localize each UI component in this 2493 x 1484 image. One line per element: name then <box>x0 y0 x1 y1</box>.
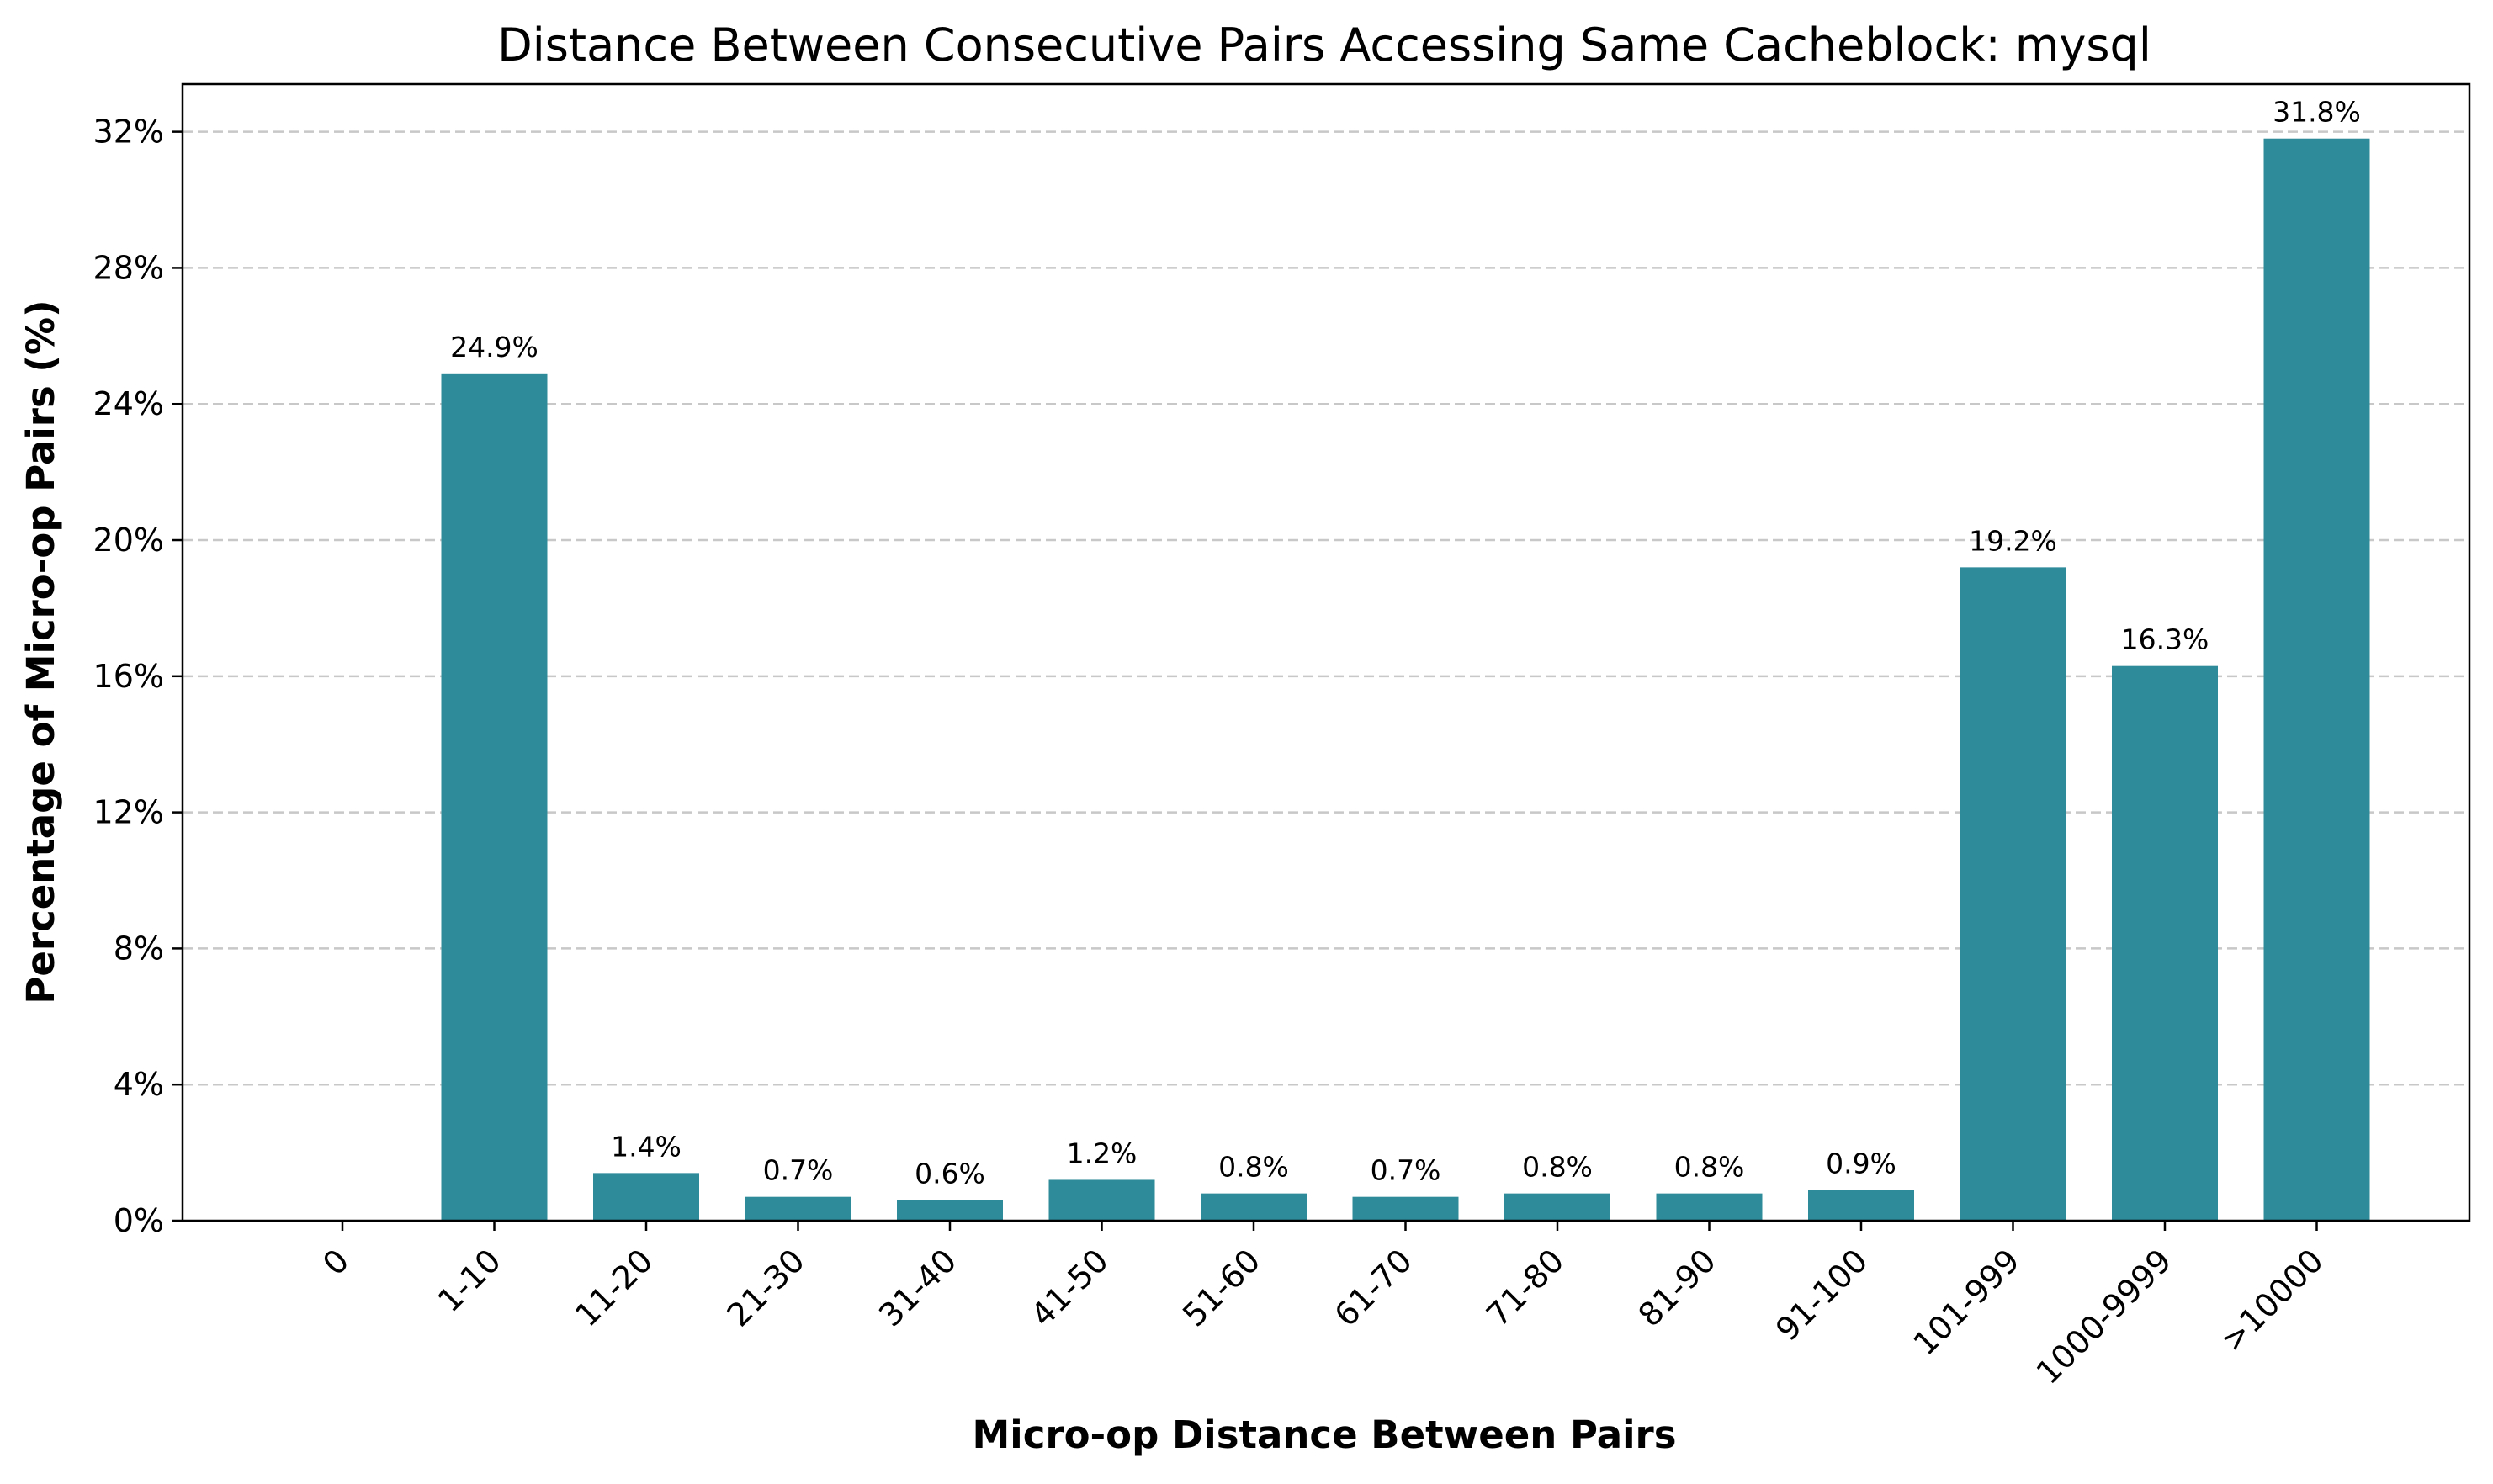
bar-value-label: 0.8% <box>1522 1151 1593 1184</box>
bar <box>897 1200 1003 1221</box>
bar <box>1808 1190 1914 1221</box>
plot-frame <box>181 82 2471 1222</box>
bar <box>1048 1179 1155 1221</box>
x-tick-label: 21-30 <box>720 1242 812 1333</box>
bar-value-label: 16.3% <box>2121 623 2209 656</box>
bar <box>1352 1196 1459 1221</box>
x-tick-label: >10000 <box>2214 1242 2331 1359</box>
y-tick-label: 12% <box>93 794 164 831</box>
y-axis-ticks: 0% 4% 8% 12% 16% 20% 24% 28% 32% <box>93 114 183 1239</box>
bar <box>2263 138 2370 1222</box>
y-tick-label: 32% <box>93 114 164 151</box>
y-axis-label: Percentage of Micro-op Pairs (%) <box>19 299 63 1004</box>
bar-value-label: 1.2% <box>1067 1137 1138 1169</box>
y-tick-label: 0% <box>114 1202 164 1239</box>
gridlines <box>183 130 2469 1086</box>
x-tick-label: 101-999 <box>1906 1242 2026 1362</box>
y-tick-label: 8% <box>114 930 164 967</box>
x-tick-label: 0 <box>316 1242 356 1282</box>
x-tick-label: 31-40 <box>872 1242 963 1333</box>
x-axis-label: Micro-op Distance Between Pairs <box>973 1412 1677 1457</box>
y-tick-label: 24% <box>93 385 164 422</box>
x-tick-label: 91-100 <box>1769 1242 1875 1348</box>
y-tick-label: 20% <box>93 522 164 559</box>
bar <box>1504 1193 1610 1221</box>
x-tick-label: 41-50 <box>1024 1242 1116 1333</box>
bar-value-label: 0.7% <box>1371 1154 1441 1187</box>
bar-value-label: 0.8% <box>1218 1151 1289 1184</box>
x-tick-label: 1-10 <box>431 1242 508 1319</box>
bars <box>441 138 2370 1222</box>
bar <box>441 373 548 1221</box>
bar <box>1960 567 2066 1221</box>
x-tick-label: 61-70 <box>1328 1242 1419 1333</box>
bar <box>1201 1193 1307 1221</box>
bar-value-label: 0.8% <box>1674 1151 1745 1184</box>
bar-value-label: 0.7% <box>763 1154 834 1187</box>
bar <box>1656 1193 1763 1221</box>
bar-value-labels: 24.9% 1.4% 0.7% 0.6% 1.2% 0.8% 0.7% 0.8% 0.8% 0.9… <box>450 96 2361 1190</box>
bar <box>745 1196 851 1221</box>
bar-value-label: 0.6% <box>915 1158 985 1190</box>
x-tick-label: 81-90 <box>1631 1242 1723 1333</box>
x-axis-ticks: 0 1-10 11-20 21-30 31-40 41-50 51-60 61-70 71-80… <box>316 1221 2331 1391</box>
y-tick-label: 28% <box>93 249 164 286</box>
y-tick-label: 4% <box>114 1066 164 1103</box>
bar-value-label: 19.2% <box>1969 524 2057 557</box>
bar-value-label: 31.8% <box>2273 96 2361 129</box>
bar <box>2112 665 2218 1221</box>
bar-value-label: 0.9% <box>1826 1147 1896 1180</box>
x-tick-label: 1000-9999 <box>2029 1242 2179 1391</box>
chart-title: Distance Between Consecutive Pairs Acces… <box>497 19 2151 72</box>
bar-value-label: 1.4% <box>611 1130 682 1163</box>
x-tick-label: 71-80 <box>1479 1242 1571 1333</box>
x-tick-label: 11-20 <box>568 1242 660 1333</box>
bar <box>593 1173 699 1221</box>
y-tick-label: 16% <box>93 658 164 695</box>
bar-value-label: 24.9% <box>450 331 538 363</box>
x-tick-label: 51-60 <box>1175 1242 1267 1333</box>
